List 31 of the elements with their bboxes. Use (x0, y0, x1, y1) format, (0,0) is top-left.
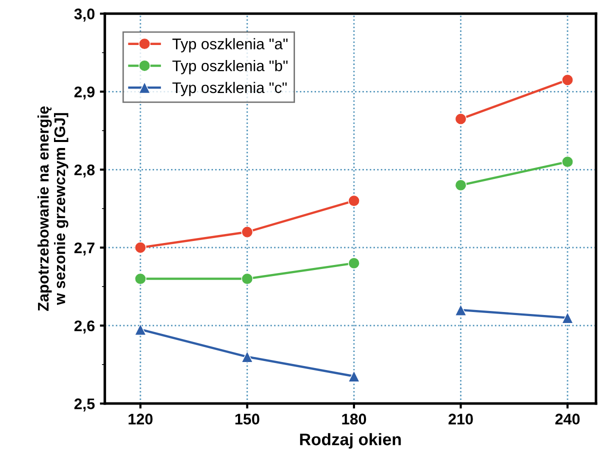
point (134, 242, 146, 254)
point (454, 113, 467, 125)
y-tick-label: 3,0 (74, 8, 94, 22)
legend-label: Typ oszklenia "a" (172, 38, 288, 52)
x-tick-label: 150 (235, 414, 260, 425)
y-tick-label: 2,5 (74, 398, 95, 412)
legend-label: Typ oszklenia "c" (172, 82, 287, 96)
point (562, 74, 574, 86)
y-tick-label: 2,7 (74, 242, 94, 256)
point (241, 350, 254, 363)
point (134, 324, 146, 336)
point (241, 272, 254, 285)
point (348, 257, 360, 270)
x-tick-label: 210 (448, 414, 473, 425)
point (562, 312, 574, 324)
x-tick-label: 240 (555, 414, 580, 425)
legend-label: Typ oszklenia "b" (172, 60, 288, 74)
point (134, 272, 146, 285)
y-axis-title: Zapotrzebowanie na energię w sezonie grzewczym [GJ] (37, 106, 68, 311)
y-tick-label: 2,6 (74, 320, 95, 334)
point (454, 179, 467, 192)
x-tick-label: 180 (342, 414, 366, 425)
point (348, 370, 360, 382)
point (562, 156, 574, 168)
y-tick-label: 2,9 (74, 86, 95, 100)
x-axis-title: Rodzaj okien (300, 433, 401, 449)
point (348, 194, 360, 207)
point (454, 304, 467, 316)
y-tick-label: 2,8 (74, 164, 95, 178)
x-tick-label: 120 (128, 414, 153, 425)
point (241, 226, 254, 238)
